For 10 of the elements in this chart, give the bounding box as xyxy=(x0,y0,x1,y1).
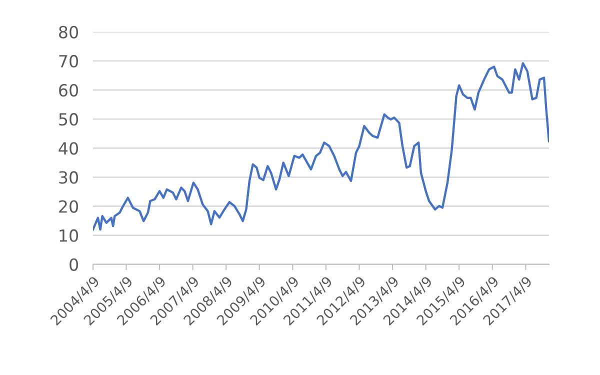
y-tick-label: 0 xyxy=(70,258,78,271)
y-tick-label: 60 xyxy=(59,84,78,97)
y-tick-label: 80 xyxy=(59,26,78,38)
y-tick-label: 10 xyxy=(60,229,78,242)
y-tick-label: 50 xyxy=(59,113,78,126)
y-tick-label: 20 xyxy=(59,200,78,213)
line-series xyxy=(93,62,549,231)
y-tick-label: 70 xyxy=(59,54,78,68)
y-tick-label: 40 xyxy=(58,142,78,155)
y-tick-label: 30 xyxy=(59,171,78,184)
